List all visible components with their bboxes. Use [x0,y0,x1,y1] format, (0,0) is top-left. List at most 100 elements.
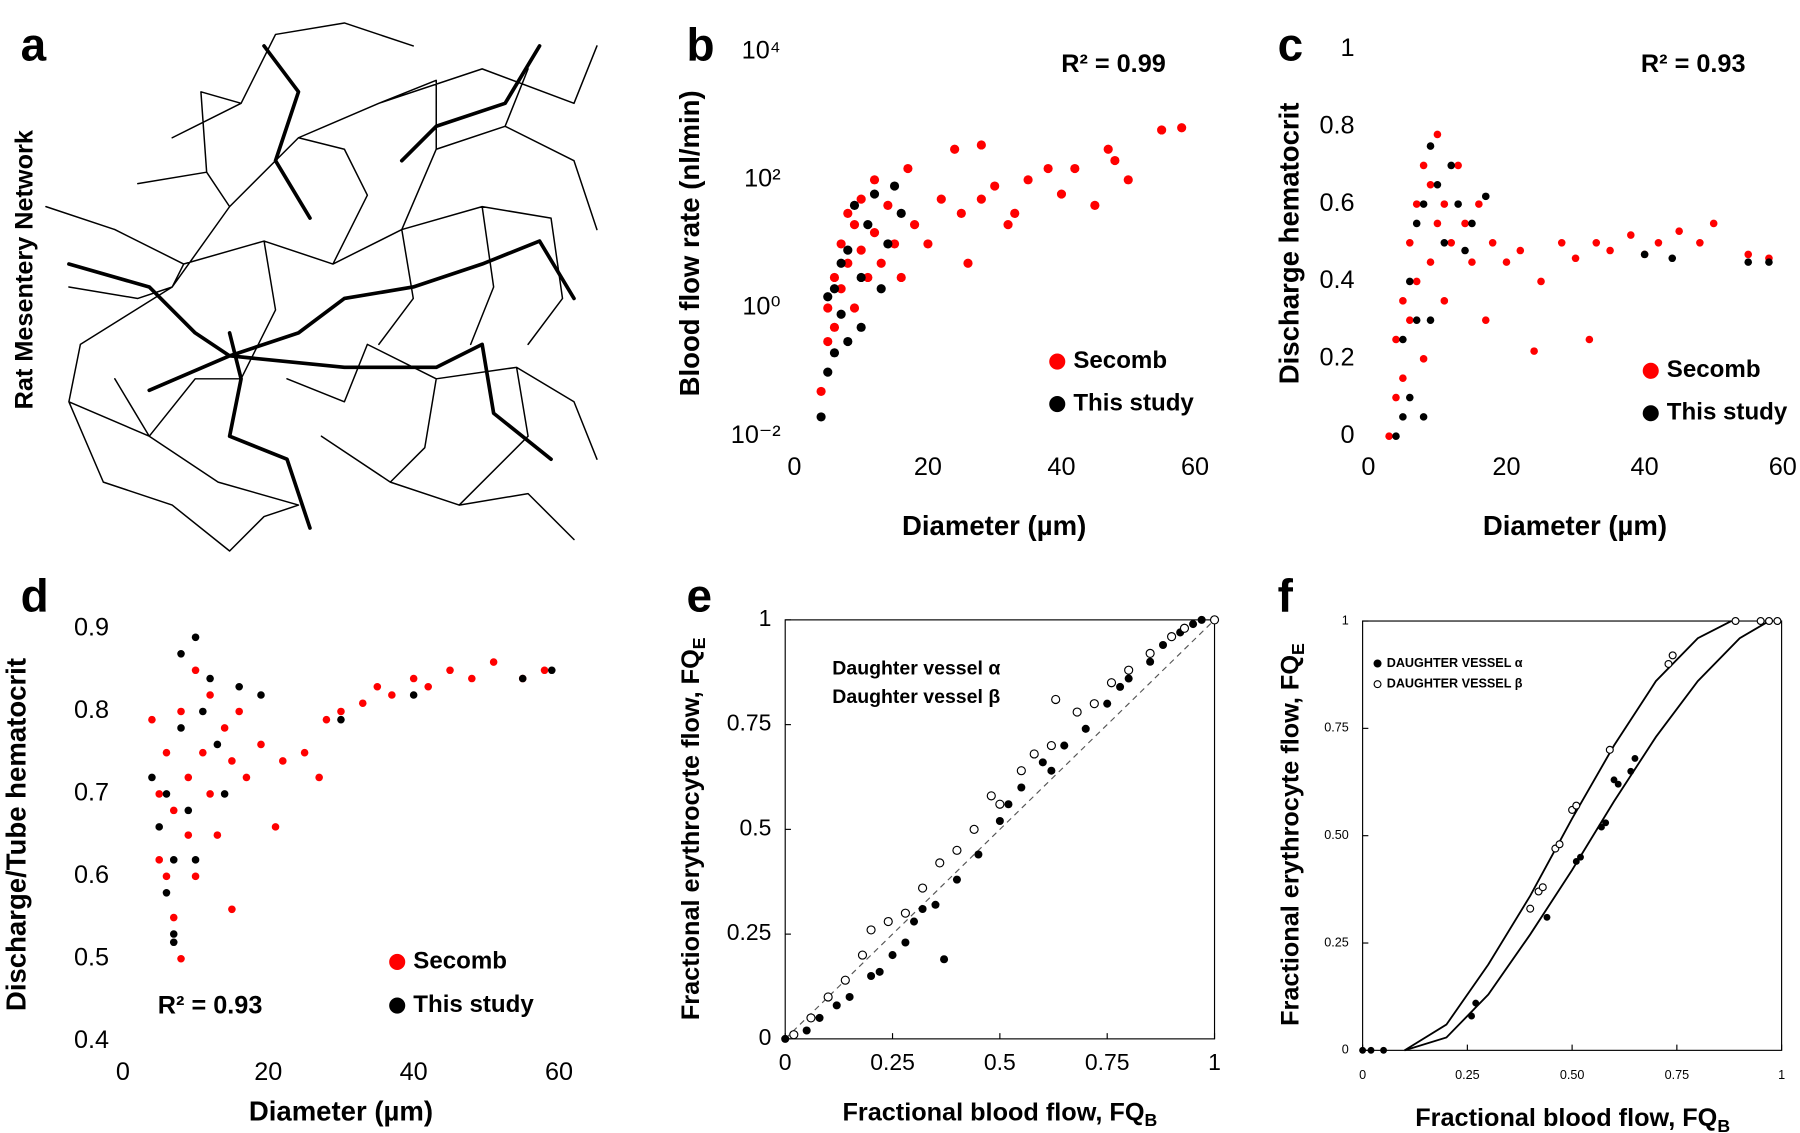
axis-label-text: Diameter (µm) [249,1096,433,1127]
data-point [1538,883,1547,892]
x-tick-label: 0.75 [1665,1068,1690,1082]
legend-marker [1049,353,1066,370]
data-point [1051,694,1061,705]
data-point [1047,766,1056,775]
data-point [836,284,846,294]
x-tick-label: 0.25 [1455,1068,1480,1082]
data-point [169,806,178,815]
data-point [300,748,309,757]
data-point [1043,163,1053,174]
data-point [213,740,222,749]
data-point [863,220,873,230]
legend-label: This study [1667,399,1788,426]
data-point [1709,219,1718,228]
data-point [875,967,884,976]
data-point [1675,227,1683,235]
data-point [840,975,850,985]
data-point [228,757,236,765]
data-point [829,348,840,358]
data-point [1773,617,1782,626]
axis-label-text: Fractional blood flow, FQ [842,1098,1144,1126]
data-point [1392,393,1400,402]
data-point [1433,180,1442,189]
axis-label-text: Diameter (µm) [1483,510,1667,541]
data-point [1606,246,1614,255]
data-point [1004,800,1013,809]
data-point [1367,1046,1375,1054]
data-point [903,163,913,174]
x-tick-label: 60 [1769,453,1797,481]
data-point [177,954,185,963]
x-tick-label: 0.5 [984,1049,1016,1075]
data-point [1756,617,1765,626]
y-tick-label: 0.75 [727,710,772,736]
data-point [1189,620,1198,629]
y-tick-label: 0.8 [74,696,109,724]
data-point [781,1034,790,1043]
x-tick-label: 60 [1181,453,1209,481]
data-point [184,831,193,839]
data-point [242,773,251,782]
data-point [823,336,833,347]
data-point [1614,780,1622,788]
data-point [1744,258,1753,266]
axis-label-text: Fractional blood flow, FQ [1415,1104,1717,1132]
data-point [836,309,846,319]
x-axis-label: Diameter (µm) [1483,510,1667,541]
data-point [1419,161,1428,170]
data-point [1572,801,1581,810]
data-point [1124,674,1133,683]
data-point [909,917,919,926]
data-point [876,284,886,294]
axis-label-text: Discharge/Tube hematocrit [1,658,32,1011]
data-point [358,699,367,708]
y-tick-label: 0.9 [74,614,109,642]
data-point [213,831,222,839]
data-point [1426,180,1435,189]
data-point [1209,615,1220,625]
data-point [177,724,185,732]
data-point [1157,125,1167,135]
data-point [883,916,893,927]
data-point [952,875,961,884]
data-point [1440,200,1449,208]
y-tick-label: 0.50 [1324,828,1349,842]
data-point [909,220,920,230]
data-point [889,239,900,249]
data-point [1023,175,1033,185]
data-point [867,972,876,981]
data-point [191,872,200,881]
data-point [1592,238,1601,247]
data-point [257,691,265,699]
data-point [1177,123,1187,133]
data-point [1419,413,1428,421]
data-point [1640,250,1649,259]
x-tick-label: 0 [779,1049,792,1075]
data-point [148,715,156,724]
data-point [257,740,265,749]
data-point [956,208,966,218]
data-point [1179,623,1190,633]
data-point [162,748,171,757]
data-point [1038,758,1047,767]
y-tick-label: 0.25 [1324,935,1349,949]
identity-line [784,619,1215,1040]
data-point [1406,238,1414,247]
data-point [789,1030,799,1040]
data-point [836,239,846,249]
x-tick-label: 0.50 [1560,1068,1585,1082]
data-point [1406,393,1414,402]
data-point [990,181,1000,191]
data-point [931,900,940,909]
data-point [900,908,911,918]
data-point [896,272,906,283]
data-point [169,930,178,938]
data-point [1631,754,1639,762]
data-point [986,791,996,801]
data-point [1116,682,1125,691]
data-point [1003,220,1013,230]
data-point [1475,200,1483,208]
legend-label: DAUGHTER VESSEL α [1387,656,1523,670]
